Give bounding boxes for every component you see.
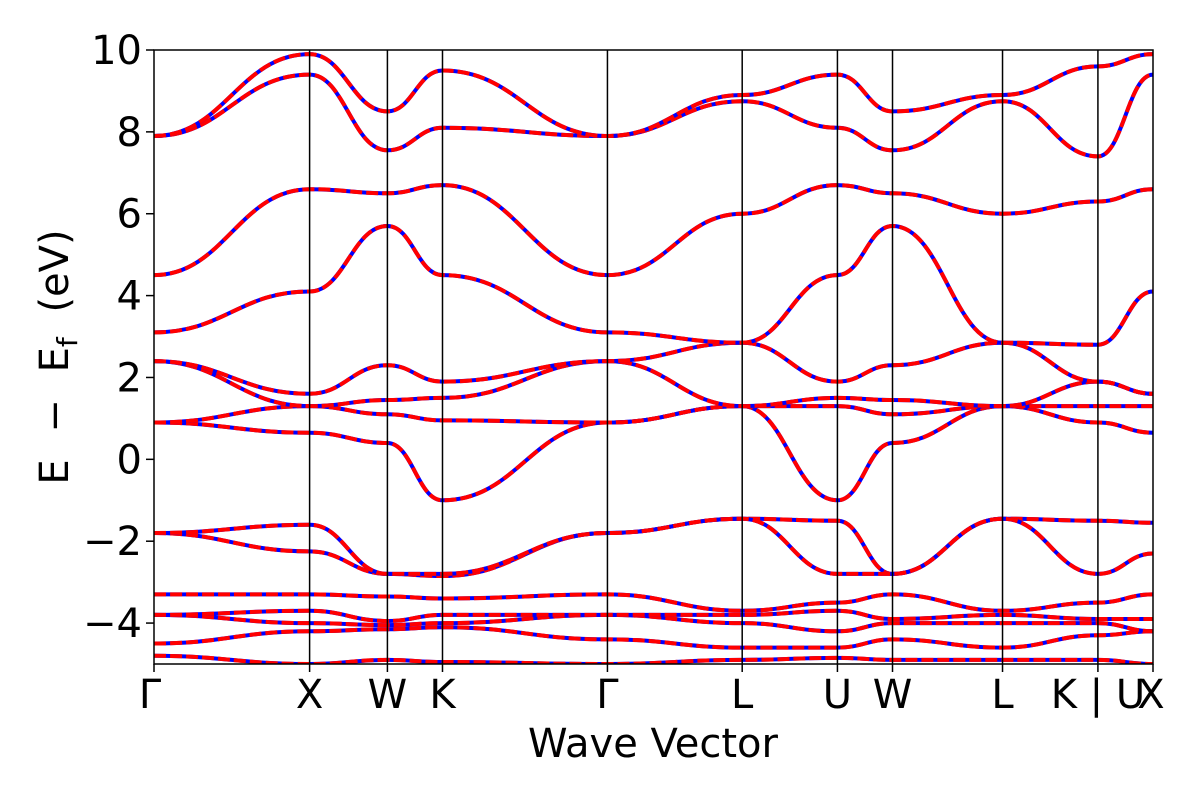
band-wannier-line <box>154 653 1153 664</box>
y-tick-label: 8 <box>117 110 142 156</box>
y-tick-label: 0 <box>117 437 142 483</box>
y-axis-label: E − Ef (eV) <box>32 229 87 484</box>
x-tick-label: Γ <box>596 672 619 718</box>
band-wannier-line <box>154 612 1153 634</box>
y-tick-label: 6 <box>117 192 142 238</box>
band-wannier-line <box>154 516 1153 576</box>
band-wannier-line <box>154 625 1153 650</box>
plot-frame <box>153 49 1154 665</box>
y-tick-label: −4 <box>83 601 142 647</box>
x-tick-label: K | U <box>1051 672 1145 718</box>
band-wannier-line <box>154 608 1153 624</box>
x-tick-label: W <box>368 672 408 718</box>
k-point-lines <box>308 50 1099 664</box>
x-tick-label: K <box>429 672 457 718</box>
y-label-unit: (eV) <box>32 229 78 312</box>
x-axis-label: Wave Vector <box>528 721 779 767</box>
band-wannier-line <box>154 223 1153 347</box>
x-tick-label: X <box>1137 672 1164 718</box>
band-wannier-line <box>154 359 1153 409</box>
y-tick-label: −2 <box>83 519 142 565</box>
y-label-ef-subscript: f <box>51 336 84 347</box>
band-wannier-line <box>154 72 1153 159</box>
band-wannier-line <box>154 592 1153 613</box>
y-label-minus: − <box>32 399 78 433</box>
x-tick-label: L <box>731 672 754 718</box>
x-tick-label: Γ <box>139 672 162 718</box>
x-tick-label: X <box>296 672 323 718</box>
x-tick-label: U <box>823 672 852 718</box>
y-label-ef: E <box>32 347 78 372</box>
y-tick-label: 4 <box>117 274 142 320</box>
y-label-e: E <box>32 459 78 484</box>
y-axis-ticks: −4 −2 0 2 4 6 8 10 <box>83 28 154 647</box>
x-tick-label: W <box>873 672 913 718</box>
x-tick-label: L <box>991 672 1014 718</box>
y-tick-label: 2 <box>117 355 142 401</box>
y-tick-label: 10 <box>91 28 142 74</box>
